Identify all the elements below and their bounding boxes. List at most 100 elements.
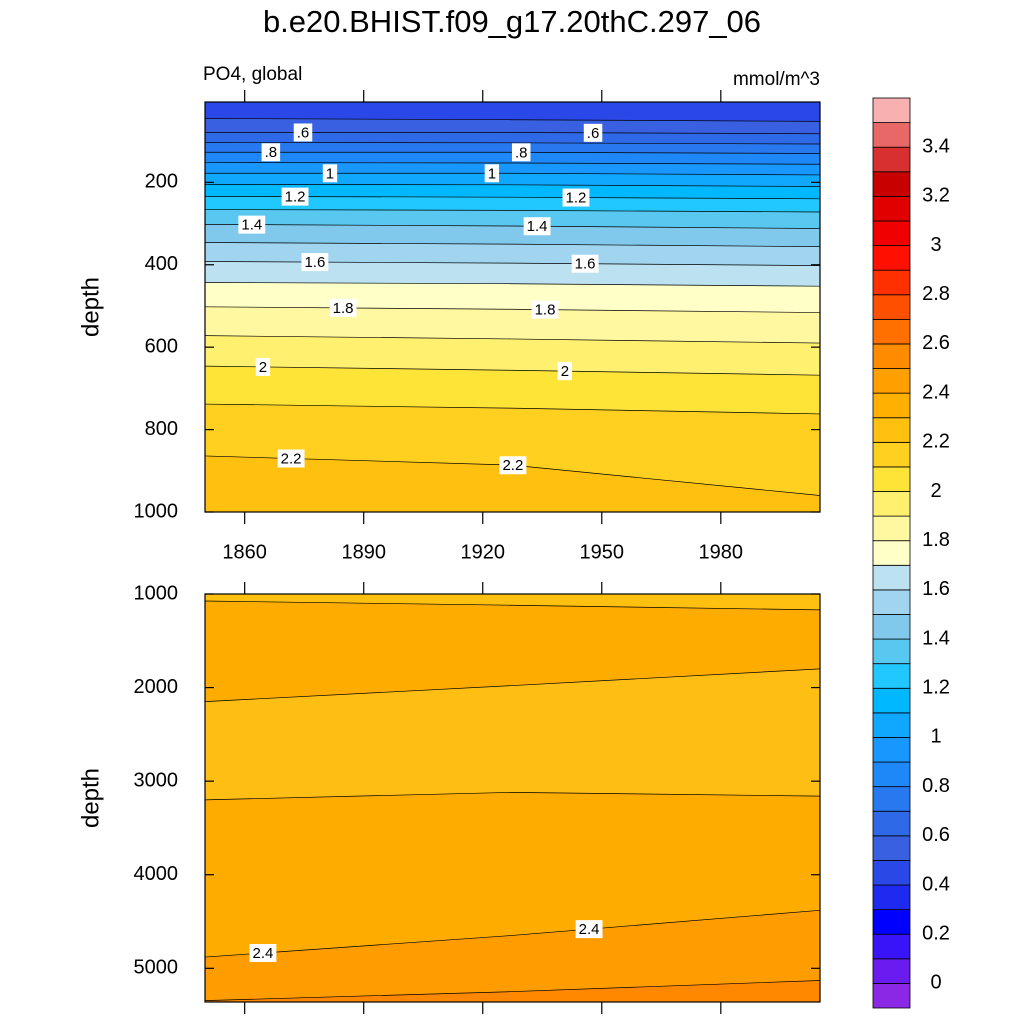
contour-line (205, 209, 820, 213)
y-tick-label: 600 (145, 335, 178, 357)
y-tick-label: 800 (145, 418, 178, 440)
colorbar-box (872, 638, 911, 665)
plot-frame (204, 101, 821, 513)
contour-label: 1.8 (333, 300, 354, 317)
plot-frame (204, 593, 821, 1003)
colorbar-box (872, 343, 911, 369)
subtitle-left: PO4, global (203, 64, 302, 85)
contour-label: .8 (265, 144, 278, 161)
colorbar-box (872, 712, 911, 738)
colorbar-box (872, 269, 911, 296)
contour-label-box (571, 254, 599, 273)
colorbar-box (872, 810, 911, 837)
contour-line (205, 600, 820, 611)
contour-label-box (557, 362, 573, 381)
colorbar-label: 1.6 (922, 578, 950, 600)
contour-label-box (238, 215, 266, 234)
colorbar-label: 0.8 (922, 775, 950, 797)
contour-label-box (484, 164, 500, 183)
colorbar-box (872, 392, 911, 419)
contour-label: 1.8 (535, 302, 556, 319)
contour-label-box (249, 944, 277, 963)
colorbar-box (872, 441, 911, 468)
colorbar-label: 2.8 (922, 283, 950, 305)
colorbar-label: 3.2 (922, 185, 950, 207)
colorbar-box (872, 245, 911, 271)
colorbar-box (872, 491, 911, 517)
contour-line (205, 282, 820, 287)
contour-label: 1.6 (575, 256, 596, 273)
colorbar-box (872, 761, 911, 788)
colorbar-box (872, 564, 911, 591)
contour-label-box (322, 164, 338, 183)
contour-line (205, 242, 820, 247)
contour-label: 2.4 (579, 921, 600, 938)
colorbar-box (872, 97, 911, 123)
y-tick-label: 2000 (134, 676, 179, 698)
x-tick-label: 1890 (341, 541, 386, 563)
contour-label-box (523, 217, 551, 236)
contour-line (205, 184, 820, 187)
plot-area (205, 102, 820, 512)
y-tick-label: 1000 (134, 500, 179, 522)
contour-label: 2.2 (281, 450, 302, 467)
colorbar-label: 0 (930, 972, 941, 994)
contour-fill (205, 455, 820, 512)
colorbar-box (872, 884, 911, 911)
colorbar-label: 3 (930, 234, 941, 256)
colorbar-label: 2 (930, 480, 941, 502)
contour-line (205, 909, 820, 958)
colorbar-box (872, 122, 911, 148)
contour-line (205, 118, 820, 122)
colorbar-box (872, 983, 911, 1009)
contour-label-box (277, 449, 305, 468)
colorbar-box (872, 589, 911, 615)
contour-label-box (499, 456, 527, 475)
contour-line (205, 365, 820, 376)
colorbar-box (872, 860, 911, 886)
contour-label-box (511, 143, 531, 162)
contour-line (205, 151, 820, 154)
y-tick-label: 5000 (134, 957, 179, 979)
contour-line (205, 403, 820, 415)
contour-label-box (281, 187, 309, 206)
colorbar-label: 1.8 (922, 529, 950, 551)
contour-label: 2 (259, 359, 267, 376)
subtitle-right: mmol/m^3 (733, 69, 820, 90)
contour-line (205, 172, 820, 176)
contour-line (205, 306, 820, 313)
contour-label: 1.4 (527, 218, 548, 235)
y-tick-label: 200 (145, 171, 178, 193)
contour-label: 2.4 (252, 945, 273, 962)
contour-label-box (562, 188, 590, 207)
plot-area (205, 594, 820, 1002)
colorbar-label: 3.4 (922, 135, 950, 157)
colorbar-box (872, 220, 911, 246)
colorbar-label: 0.2 (922, 922, 950, 944)
y-axis-label: depth (77, 768, 104, 828)
contour-label: 1 (488, 165, 496, 182)
colorbar-label: 0.4 (922, 873, 950, 895)
contour-label: 1 (326, 165, 334, 182)
y-tick-label: 4000 (134, 863, 179, 885)
contour-label: .8 (515, 144, 528, 161)
contour-label: 1.4 (241, 217, 262, 234)
colorbar-box (872, 958, 911, 984)
contour-label: 1.2 (566, 190, 587, 207)
y-tick-label: 1000 (134, 582, 179, 604)
contour-fill (205, 910, 820, 1002)
contour-line (205, 162, 820, 165)
contour-label-box (329, 298, 357, 317)
colorbar-box (872, 614, 911, 640)
colorbar-box (872, 171, 911, 197)
colorbar-label: 2.4 (922, 381, 950, 403)
contour-label: .6 (297, 124, 310, 141)
colorbar-box (872, 466, 911, 492)
colorbar-box (872, 368, 911, 394)
colorbar-box (872, 540, 911, 566)
colorbar-box (872, 294, 911, 320)
colorbar-box (872, 146, 911, 173)
colorbar-box (872, 835, 911, 861)
